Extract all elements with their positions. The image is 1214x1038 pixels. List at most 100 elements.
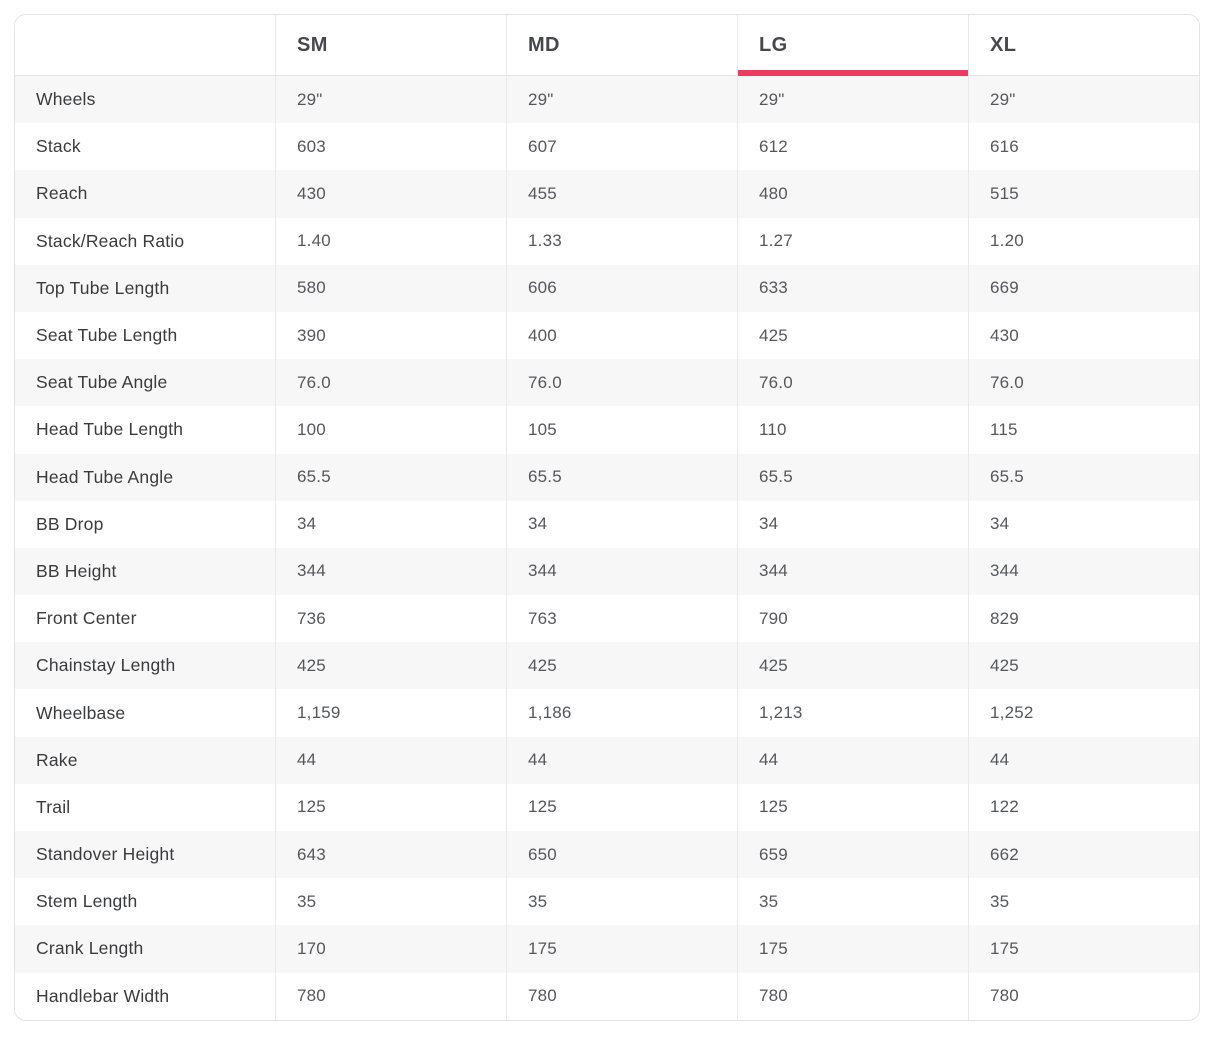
table-row: Chainstay Length 425 425 425 425 — [15, 642, 1199, 690]
cell-value: 44 — [968, 736, 1199, 784]
table-row: Stack/Reach Ratio 1.40 1.33 1.27 1.20 — [15, 217, 1199, 265]
cell-value: 175 — [506, 925, 737, 973]
cell-value: 780 — [506, 972, 737, 1020]
selected-size-underline — [738, 70, 968, 76]
cell-value: 763 — [506, 595, 737, 643]
table-row: Seat Tube Length 390 400 425 430 — [15, 311, 1199, 360]
table-row: Reach 430 455 480 515 — [15, 170, 1199, 218]
cell-value: 344 — [968, 547, 1199, 596]
cell-value: 344 — [275, 547, 506, 596]
cell-value: 344 — [737, 547, 968, 596]
cell-value: 603 — [275, 123, 506, 171]
size-tab-xl[interactable]: XL — [968, 15, 1199, 75]
row-label: Wheels — [36, 89, 96, 110]
cell-value: 122 — [968, 783, 1199, 831]
cell-value: 110 — [737, 406, 968, 454]
cell-value: 105 — [506, 406, 737, 454]
size-tab-md[interactable]: MD — [506, 15, 737, 75]
cell-value: 425 — [737, 311, 968, 360]
row-label: Stem Length — [36, 891, 138, 912]
cell-value: 35 — [275, 878, 506, 926]
table-row: BB Height 344 344 344 344 — [15, 547, 1199, 596]
table-row: Rake 44 44 44 44 — [15, 736, 1199, 784]
row-label: Rake — [36, 749, 78, 770]
cell-value: 35 — [737, 878, 968, 926]
cell-value: 430 — [968, 311, 1199, 360]
cell-value: 44 — [275, 736, 506, 784]
cell-value: 115 — [968, 406, 1199, 454]
cell-value: 65.5 — [506, 453, 737, 501]
cell-value: 76.0 — [506, 359, 737, 407]
cell-value: 430 — [275, 170, 506, 218]
size-tab-lg[interactable]: LG — [737, 15, 968, 76]
cell-value: 390 — [275, 311, 506, 360]
cell-value: 29" — [506, 76, 737, 124]
size-geometry-table: SM MD LG XL Wheels 29" 29" 29" 29" Stack 603 60… — [14, 14, 1200, 1021]
row-label: Head Tube Angle — [36, 466, 174, 487]
table-row: Crank Length 170 175 175 175 — [15, 925, 1199, 973]
cell-value: 125 — [506, 783, 737, 831]
cell-value: 455 — [506, 170, 737, 218]
table-row: Seat Tube Angle 76.0 76.0 76.0 76.0 — [15, 359, 1199, 407]
cell-value: 34 — [506, 500, 737, 548]
cell-value: 1,186 — [506, 689, 737, 737]
cell-value: 76.0 — [737, 359, 968, 407]
row-label: Seat Tube Length — [36, 325, 178, 346]
cell-value: 34 — [968, 500, 1199, 548]
cell-value: 400 — [506, 311, 737, 360]
cell-value: 650 — [506, 831, 737, 879]
table-row: Wheels 29" 29" 29" 29" — [15, 76, 1199, 124]
cell-value: 44 — [506, 736, 737, 784]
size-header-row: SM MD LG XL — [15, 15, 1199, 76]
table-row: Head Tube Angle 65.5 65.5 65.5 65.5 — [15, 453, 1199, 501]
table-row: Wheelbase 1,159 1,186 1,213 1,252 — [15, 689, 1199, 737]
cell-value: 780 — [968, 972, 1199, 1020]
cell-value: 65.5 — [275, 453, 506, 501]
cell-value: 29" — [968, 76, 1199, 124]
cell-value: 669 — [968, 264, 1199, 312]
table-row: Stem Length 35 35 35 35 — [15, 878, 1199, 926]
row-label: Reach — [36, 183, 88, 204]
row-label: Stack — [36, 136, 81, 157]
row-label: Stack/Reach Ratio — [36, 230, 185, 251]
table-row: Trail 125 125 125 122 — [15, 783, 1199, 831]
row-label: Chainstay Length — [36, 655, 176, 676]
row-label: BB Drop — [36, 513, 104, 534]
cell-value: 780 — [737, 972, 968, 1020]
cell-value: 76.0 — [275, 359, 506, 407]
cell-value: 515 — [968, 170, 1199, 218]
cell-value: 125 — [275, 783, 506, 831]
header-cell-empty — [15, 15, 275, 75]
table-row: BB Drop 34 34 34 34 — [15, 500, 1199, 548]
cell-value: 580 — [275, 264, 506, 312]
table-row: Top Tube Length 580 606 633 669 — [15, 264, 1199, 312]
table-body: Wheels 29" 29" 29" 29" Stack 603 607 612 616 Reach… — [15, 76, 1199, 1020]
table-row: Stack 603 607 612 616 — [15, 123, 1199, 171]
size-tab-sm[interactable]: SM — [275, 15, 506, 75]
row-label: Trail — [36, 796, 71, 817]
cell-value: 1,252 — [968, 689, 1199, 737]
cell-value: 736 — [275, 595, 506, 643]
cell-value: 633 — [737, 264, 968, 312]
cell-value: 607 — [506, 123, 737, 171]
row-label: Crank Length — [36, 938, 144, 959]
cell-value: 659 — [737, 831, 968, 879]
row-label: Wheelbase — [36, 702, 126, 723]
cell-value: 1,213 — [737, 689, 968, 737]
cell-value: 612 — [737, 123, 968, 171]
cell-value: 175 — [968, 925, 1199, 973]
cell-value: 1.20 — [968, 217, 1199, 265]
row-label: BB Height — [36, 560, 117, 581]
cell-value: 29" — [275, 76, 506, 124]
cell-value: 344 — [506, 547, 737, 596]
cell-value: 125 — [737, 783, 968, 831]
cell-value: 780 — [275, 972, 506, 1020]
cell-value: 100 — [275, 406, 506, 454]
row-label: Front Center — [36, 608, 137, 629]
cell-value: 170 — [275, 925, 506, 973]
cell-value: 643 — [275, 831, 506, 879]
cell-value: 829 — [968, 595, 1199, 643]
row-label: Handlebar Width — [36, 985, 170, 1006]
cell-value: 1.33 — [506, 217, 737, 265]
cell-value: 662 — [968, 831, 1199, 879]
